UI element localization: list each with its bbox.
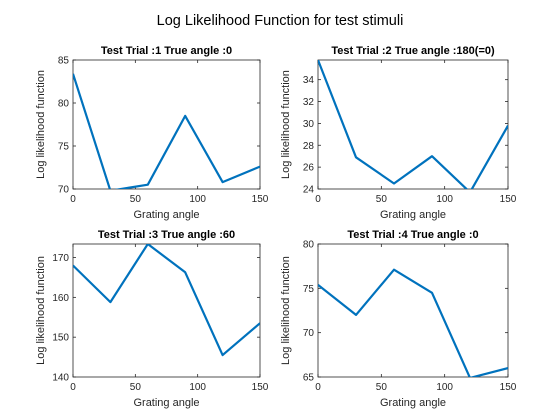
y-tick-label: 150 bbox=[52, 333, 69, 344]
series-line bbox=[318, 268, 508, 377]
y-tick-label: 26 bbox=[303, 163, 315, 174]
subplot-title: Test Trial :4 True angle :0 bbox=[347, 229, 478, 241]
y-tick-label: 34 bbox=[303, 75, 315, 86]
x-tick-label: 0 bbox=[315, 194, 321, 205]
y-tick-label: 70 bbox=[58, 185, 70, 196]
x-tick-label: 0 bbox=[70, 194, 76, 205]
subplot-title: Test Trial :2 True angle :180(=0) bbox=[331, 45, 495, 57]
x-tick-label: 150 bbox=[500, 382, 517, 393]
series-line bbox=[73, 73, 260, 189]
subplot-2: Test Trial :2 True angle :180(=0) 0 50 100 1… bbox=[280, 45, 517, 221]
series-line bbox=[73, 244, 260, 357]
axes-frame bbox=[72, 243, 261, 378]
y-tick-label: 140 bbox=[52, 373, 69, 384]
series-line bbox=[318, 60, 508, 189]
x-tick-label: 150 bbox=[252, 194, 269, 205]
y-tick-label: 28 bbox=[303, 141, 315, 152]
axes-frame bbox=[317, 59, 509, 190]
x-tick-label: 50 bbox=[376, 382, 388, 393]
x-tick-label: 50 bbox=[130, 382, 142, 393]
x-tick-label: 50 bbox=[130, 194, 142, 205]
y-tick-label: 80 bbox=[58, 99, 70, 110]
subplot-title: Test Trial :3 True angle :60 bbox=[98, 229, 235, 241]
x-tick-label: 150 bbox=[500, 194, 517, 205]
x-axis-label: Grating angle bbox=[133, 397, 199, 409]
y-tick-label: 75 bbox=[303, 284, 315, 295]
x-axis-label: Grating angle bbox=[133, 209, 199, 221]
y-tick-label: 85 bbox=[58, 56, 70, 67]
x-tick-label: 0 bbox=[315, 382, 321, 393]
subplot-grid: Test Trial :1 True angle :0 0 50 100 150 70 75… bbox=[35, 45, 517, 409]
y-tick-label: 70 bbox=[303, 328, 315, 339]
y-tick-label: 30 bbox=[303, 119, 315, 130]
x-tick-label: 0 bbox=[70, 382, 76, 393]
x-tick-label: 100 bbox=[189, 382, 206, 393]
subplot-4: Test Trial :4 True angle :0 0 50 100 150 65 70… bbox=[280, 229, 517, 409]
x-tick-label: 150 bbox=[252, 382, 269, 393]
y-axis-label: Log likelihood function bbox=[35, 70, 47, 179]
x-tick-label: 100 bbox=[436, 194, 453, 205]
x-tick-label: 50 bbox=[376, 194, 388, 205]
y-tick-label: 160 bbox=[52, 293, 69, 304]
figure-title: Log Likelihood Function for test stimuli bbox=[157, 13, 404, 29]
x-tick-label: 100 bbox=[436, 382, 453, 393]
subplot-title: Test Trial :1 True angle :0 bbox=[101, 45, 232, 57]
axes-frame bbox=[72, 59, 261, 190]
x-axis-label: Grating angle bbox=[380, 209, 446, 221]
y-tick-label: 32 bbox=[303, 97, 315, 108]
y-axis-label: Log likelihood function bbox=[280, 70, 292, 179]
y-tick-label: 80 bbox=[303, 240, 315, 251]
y-axis-label: Log likelihood function bbox=[280, 256, 292, 365]
axes-frame bbox=[317, 243, 509, 378]
y-tick-label: 65 bbox=[303, 373, 315, 384]
subplot-1: Test Trial :1 True angle :0 0 50 100 150 70 75… bbox=[35, 45, 269, 221]
y-tick-label: 24 bbox=[303, 185, 315, 196]
y-tick-label: 75 bbox=[58, 142, 70, 153]
subplot-3: Test Trial :3 True angle :60 0 50 100 150 140… bbox=[35, 229, 269, 409]
y-tick-label: 170 bbox=[52, 253, 69, 264]
y-axis-label: Log likelihood function bbox=[35, 256, 47, 365]
x-tick-label: 100 bbox=[189, 194, 206, 205]
x-axis-label: Grating angle bbox=[380, 397, 446, 409]
